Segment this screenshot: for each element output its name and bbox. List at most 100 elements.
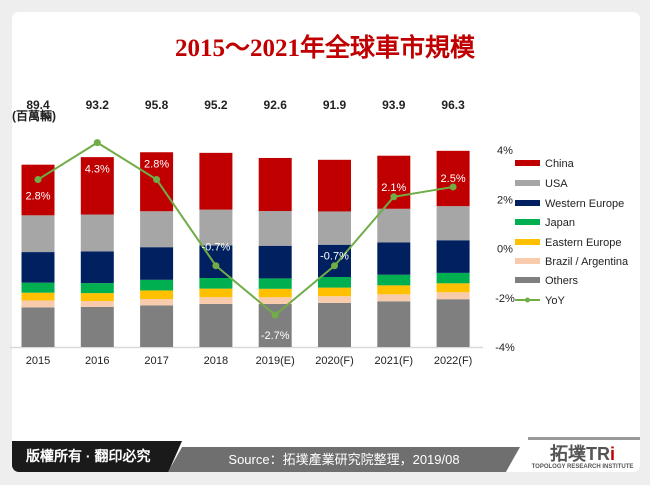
bar-segment-usa: [318, 211, 351, 245]
bar-segment-eastern-europe: [318, 287, 351, 297]
total-label: 95.2: [204, 98, 228, 112]
y2-tick-label: -2%: [495, 293, 515, 305]
y2-tick-label: -4%: [495, 342, 515, 354]
bar-segment-japan: [21, 282, 55, 293]
bar-segment-usa: [199, 209, 233, 246]
total-label: 92.6: [264, 98, 288, 112]
bar-segment-japan: [377, 274, 411, 286]
bar-segment-eastern-europe: [80, 293, 114, 302]
bar-segment-china: [80, 157, 114, 215]
bar-segment-western-europe: [436, 240, 470, 273]
bar-segment-others: [436, 299, 470, 347]
bar-segment-japan: [258, 278, 292, 289]
bar-segment-others: [140, 305, 174, 347]
yoy-data-label: 2.5%: [441, 173, 466, 185]
legend-label: China: [545, 158, 575, 170]
bar-segment-usa: [21, 215, 55, 253]
yoy-line: [37, 141, 454, 317]
bar-segment-brazil-argentina: [140, 299, 174, 306]
bar-segment-brazil-argentina: [318, 296, 351, 303]
bar-segment-western-europe: [80, 251, 114, 284]
logo-subtext: TOPOLOGY RESEARCH INSTITUTE: [531, 464, 634, 470]
y2-tick-label: 0%: [497, 244, 513, 256]
bar-segment-western-europe: [377, 242, 411, 275]
bar-segment-others: [21, 307, 55, 347]
bar-segment-western-europe: [140, 247, 174, 280]
legend-marker-yoy: [525, 297, 530, 303]
legend-label: YoY: [545, 295, 565, 307]
bar-segment-others: [377, 301, 411, 347]
bar-segment-eastern-europe: [21, 292, 55, 301]
bar-segment-others: [80, 306, 114, 347]
yoy-data-label: 2.8%: [144, 159, 169, 171]
bar-segment-eastern-europe: [377, 285, 411, 295]
yoy-data-label: 4.3%: [85, 164, 110, 176]
bar-segment-eastern-europe: [258, 288, 292, 298]
tri-logo: 拓墣TRi TOPOLOGY RESEARCH INSTITUTE: [530, 445, 635, 472]
bar-segment-usa: [377, 208, 411, 243]
legend-label: Others: [545, 275, 579, 287]
yoy-point: [271, 311, 279, 319]
legend-swatch: [515, 258, 540, 264]
legend-swatch: [515, 277, 540, 283]
bar-segment-eastern-europe: [140, 290, 174, 300]
bar-segment-eastern-europe: [436, 283, 470, 293]
bar-segment-china: [199, 152, 233, 210]
copyright-notice: 版權所有 · 翻印必究: [12, 441, 182, 472]
yoy-point: [449, 183, 457, 191]
bar-segment-brazil-argentina: [199, 297, 233, 304]
yoy-point: [212, 262, 220, 270]
logo-mark: 拓墣TRi: [549, 444, 615, 464]
total-label: 95.8: [145, 98, 169, 112]
bar-segment-brazil-argentina: [436, 292, 470, 300]
x-tick-label: 2021(F): [375, 355, 414, 367]
bar-segment-japan: [199, 277, 233, 289]
total-label: 89.4: [26, 98, 50, 112]
legend-swatch: [515, 239, 540, 245]
yoy-point: [331, 262, 338, 270]
x-tick-label: 2017: [144, 355, 168, 367]
y2-tick-label: 4%: [497, 145, 513, 157]
legend-swatch: [515, 180, 540, 186]
bar-segment-china: [258, 157, 292, 212]
logo-divider: [528, 437, 640, 440]
legend-label: Japan: [545, 217, 575, 229]
total-label: 91.9: [323, 98, 347, 112]
yoy-data-label: 2.8%: [25, 191, 50, 203]
yoy-data-label: -2.7%: [261, 330, 290, 342]
chart-title: 2015～2021年全球車市規模: [174, 35, 475, 62]
x-tick-label: 2020(F): [315, 355, 354, 367]
yoy-data-label: -0.7%: [202, 242, 231, 254]
bar-segment-western-europe: [258, 245, 292, 279]
bar-segment-brazil-argentina: [80, 301, 114, 307]
total-label: 93.2: [86, 98, 110, 112]
bar-segment-japan: [80, 283, 114, 294]
bar-segment-japan: [140, 279, 174, 291]
yoy-point: [34, 176, 42, 184]
bar-segment-others: [318, 302, 351, 347]
source-note: Source：拓墣產業研究院整理，2019/08: [168, 447, 520, 472]
yoy-data-label: -0.7%: [320, 251, 349, 263]
bar-segment-brazil-argentina: [21, 300, 55, 308]
bar-segment-china: [318, 159, 351, 212]
unit-label: (百萬輛): [12, 108, 56, 123]
bar-segment-brazil-argentina: [258, 297, 292, 304]
bar-segment-usa: [140, 211, 174, 248]
yoy-point: [390, 193, 398, 201]
bar-segment-japan: [318, 276, 351, 288]
legend-swatch: [515, 200, 540, 206]
total-label: 96.3: [441, 98, 465, 112]
x-tick-label: 2016: [85, 355, 109, 367]
x-tick-label: 2015: [26, 355, 50, 367]
bar-segment-usa: [436, 206, 470, 241]
x-tick-label: 2018: [204, 355, 228, 367]
x-tick-label: 2022(F): [434, 355, 473, 367]
yoy-data-label: 2.1%: [381, 182, 406, 194]
legend-label: Western Europe: [545, 198, 624, 210]
total-label: 93.9: [382, 98, 406, 112]
yoy-point: [153, 176, 161, 184]
legend-swatch: [515, 219, 540, 225]
bar-segment-china: [436, 150, 470, 207]
bar-segment-brazil-argentina: [377, 294, 411, 302]
bar-segment-japan: [436, 272, 470, 284]
